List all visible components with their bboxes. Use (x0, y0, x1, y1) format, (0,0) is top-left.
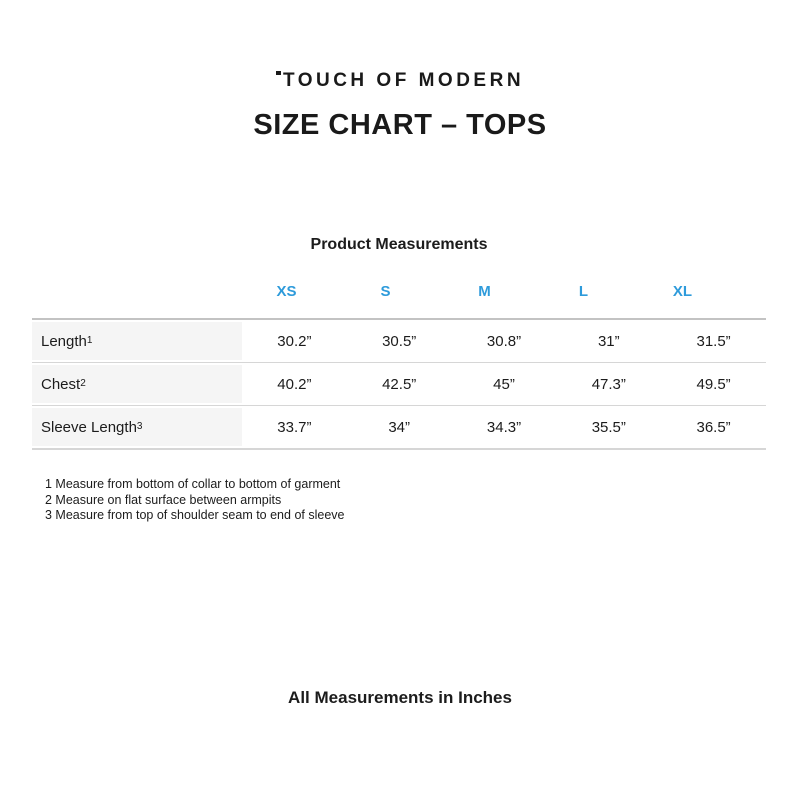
size-header-m: M (478, 283, 491, 300)
measurement-value: 30.5” (382, 332, 417, 350)
measurement-value: 30.8” (486, 332, 522, 350)
measurement-value: 30.2” (277, 332, 312, 350)
measurement-value: 40.2” (277, 375, 312, 393)
row-label-text: Length (41, 332, 87, 350)
brand-logo-text: TOUCH OF MODERN (282, 70, 525, 91)
measurement-value: 36.5” (696, 418, 731, 436)
row-label-text: Chest (41, 375, 81, 393)
row-label-chest: Chest 2 (32, 363, 242, 405)
measurement-value: 33.7” (277, 418, 312, 436)
footnote: 1 Measure from bottom of collar to botto… (45, 477, 341, 491)
size-header-s: S (380, 283, 391, 300)
brand-logo: TOUCH OF MODERN (0, 70, 800, 92)
logo-t-mark-icon (275, 71, 281, 75)
measurement-value: 34” (388, 418, 411, 436)
row-label-sleeve-length: Sleeve Length 3 (32, 406, 242, 448)
size-header-l: L (578, 283, 589, 300)
footnote: 2 Measure on flat surface between armpit… (45, 492, 282, 507)
measurement-value: 34.3” (486, 418, 522, 436)
size-header-row: XS S M L XL (237, 283, 732, 300)
table-row-sleeve-length: Sleeve Length 3 33.7” 34” 34.3” 35.5” 36.… (32, 405, 766, 448)
measurement-value: 45” (493, 375, 515, 393)
measurement-value: 35.5” (591, 418, 626, 436)
measurement-value: 31” (597, 332, 620, 350)
table-row-chest: Chest 2 40.2” 42.5” 45” 47.3” 49.5” (32, 362, 766, 405)
measurement-value: 47.3” (591, 375, 626, 393)
measurements-table: Length 1 30.2” 30.5” 30.8” 31” 31.5” Ches… (32, 318, 766, 450)
row-label-length: Length 1 (32, 320, 242, 362)
page-title: SIZE CHART – TOPS (253, 109, 547, 141)
units-note: All Measurements in Inches (288, 688, 512, 707)
footnotes: 1 Measure from bottom of collar to botto… (45, 477, 344, 524)
row-label-text: Sleeve Length (41, 418, 137, 436)
table-row-length: Length 1 30.2” 30.5” 30.8” 31” 31.5” (32, 320, 766, 362)
footnote: 3 Measure from top of shoulder seam to e… (45, 508, 345, 522)
size-header-xs: XS (276, 283, 297, 300)
measurement-value: 49.5” (696, 375, 731, 393)
measurement-value: 31.5” (696, 332, 731, 350)
measurement-value: 42.5” (382, 375, 417, 393)
size-header-xl: XL (672, 283, 693, 300)
table-title: Product Measurements (310, 236, 488, 253)
